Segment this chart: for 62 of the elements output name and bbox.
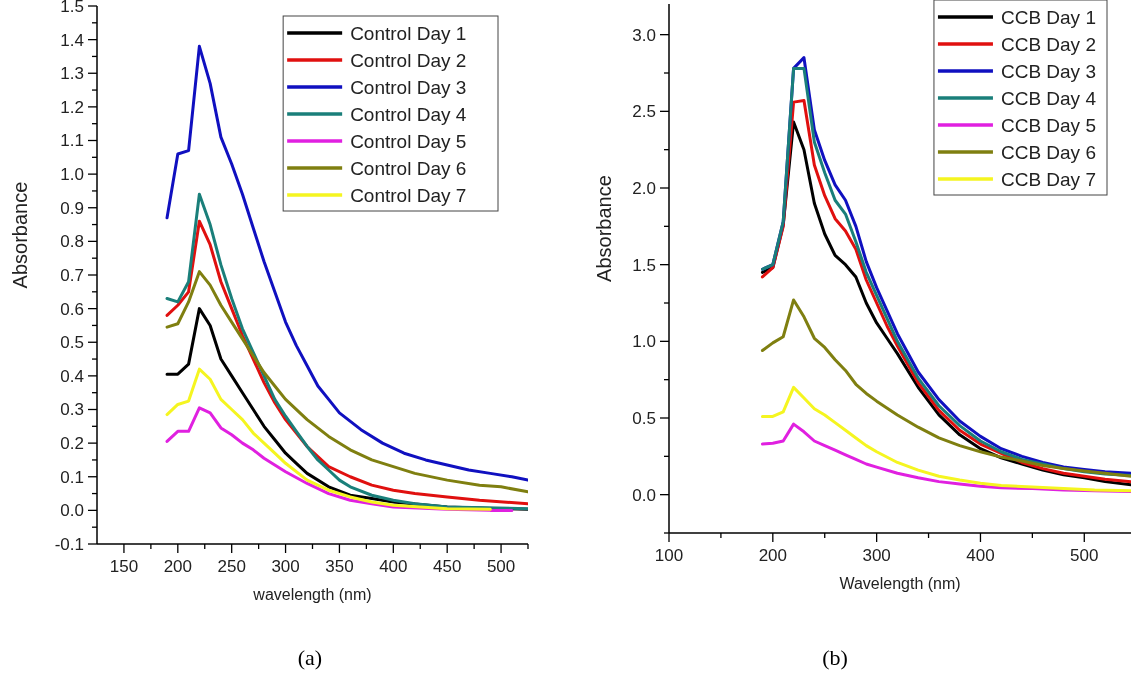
text: (a) <box>297 645 323 670</box>
legend-label: CCB Day 7 <box>1000 168 1096 190</box>
legend-label: Control Day 3 <box>350 76 467 98</box>
legend-label: CCB Day 3 <box>1000 60 1096 82</box>
legend-label: Control Day 5 <box>350 130 467 152</box>
y-tick-label: 1.0 <box>60 165 84 185</box>
y-tick-label: 0.2 <box>60 434 84 454</box>
y-axis-title: Absorbance <box>9 181 31 289</box>
legend-label: CCB Day 5 <box>1000 114 1096 136</box>
legend-label: CCB Day 6 <box>1000 141 1096 163</box>
line-series <box>165 367 492 511</box>
x-tick-label: 500 <box>1070 546 1099 565</box>
line-series <box>165 270 528 494</box>
x-tick-label: 150 <box>109 557 139 576</box>
y-tick-label: 1.5 <box>632 255 656 275</box>
y-tick-label: 1.3 <box>60 64 84 84</box>
y-tick-label: 2.5 <box>632 102 656 122</box>
y-tick-label: 0.4 <box>60 366 84 386</box>
legend-label: Control Day 7 <box>350 184 467 206</box>
y-tick-label: 0.8 <box>60 232 84 252</box>
x-tick-label: 200 <box>163 557 192 576</box>
y-tick-label: 1.1 <box>60 131 84 151</box>
x-tick-label: 200 <box>758 546 788 565</box>
line-series <box>760 298 1131 478</box>
legend-label: CCB Day 2 <box>1000 33 1096 55</box>
y-tick-label: -0.1 <box>54 534 84 554</box>
legend-label: Control Day 1 <box>350 22 467 44</box>
y-tick-label: 1.5 <box>60 0 84 16</box>
y-tick-label: 0.0 <box>632 485 656 505</box>
x-tick-label: 350 <box>325 557 354 576</box>
x-tick-label: 300 <box>271 557 300 576</box>
y-tick-label: 0.1 <box>60 467 84 487</box>
line-series <box>165 44 528 482</box>
y-tick-label: 0.3 <box>60 400 84 420</box>
y-tick-label: 0.6 <box>60 299 84 319</box>
x-tick-label: 500 <box>486 557 516 576</box>
legend-label: Control Day 2 <box>350 49 467 71</box>
x-tick-label: 250 <box>217 557 246 576</box>
x-axis-title: Wavelength (nm) <box>839 575 961 592</box>
x-axis-title: wavelength (nm) <box>252 586 372 603</box>
y-tick-label: 0.9 <box>60 198 84 218</box>
y-axis-title: Absorbance <box>593 175 615 282</box>
y-tick-label: 1.2 <box>60 97 84 117</box>
x-tick-label: 450 <box>433 557 462 576</box>
y-tick-label: 0.0 <box>60 501 84 521</box>
y-tick-label: 0.5 <box>60 333 84 353</box>
y-tick-label: 2.0 <box>632 178 656 198</box>
legend-label: Control Day 4 <box>350 103 467 125</box>
y-tick-label: 0.7 <box>60 265 84 285</box>
y-tick-label: 3.0 <box>632 25 656 45</box>
legend-label: Control Day 6 <box>350 157 467 179</box>
legend-label: CCB Day 4 <box>1000 87 1097 109</box>
x-tick-label: 400 <box>379 557 408 576</box>
text: (b) <box>822 645 848 670</box>
y-tick-label: 1.4 <box>60 30 84 50</box>
x-tick-label: 100 <box>654 546 684 565</box>
legend-label: CCB Day 1 <box>1000 6 1096 28</box>
x-tick-label: 400 <box>966 546 995 565</box>
y-tick-label: 0.5 <box>632 408 656 428</box>
x-tick-label: 300 <box>862 546 891 565</box>
y-tick-label: 1.0 <box>632 332 656 352</box>
line-series <box>760 385 1131 493</box>
